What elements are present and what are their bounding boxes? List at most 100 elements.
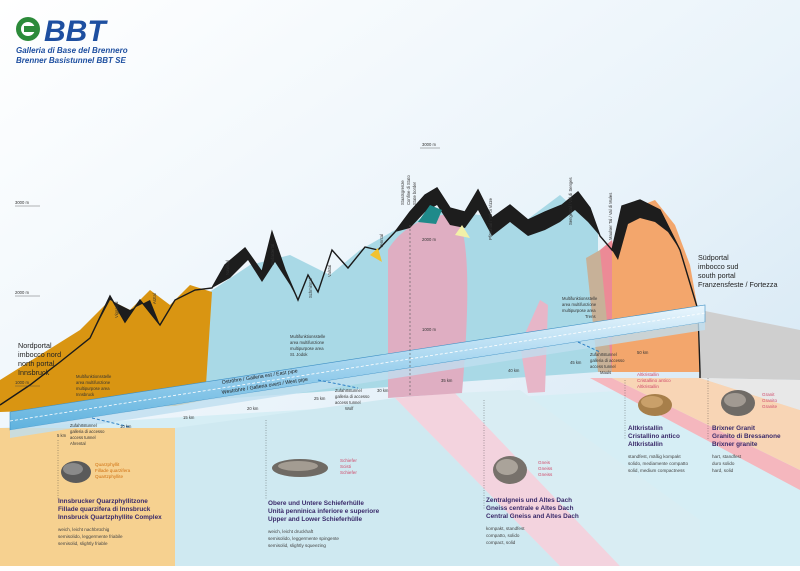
- km-35: 35 km: [441, 378, 453, 383]
- svg-text:area multifunzione: area multifunzione: [290, 340, 325, 345]
- svg-text:Schiefer: Schiefer: [340, 470, 357, 475]
- svg-text:semisolido, leggermente spinge: semisolido, leggermente spingente: [268, 536, 339, 541]
- svg-text:Altkristallin: Altkristallin: [628, 425, 663, 432]
- svg-text:Zufahrtstunnel: Zufahrtstunnel: [590, 352, 617, 357]
- svg-text:galleria di accesso: galleria di accesso: [335, 394, 370, 399]
- svg-text:Innsbruck: Innsbruck: [76, 392, 95, 397]
- svg-text:Altkristallin: Altkristallin: [628, 441, 663, 448]
- svg-text:Upper and Lower Schieferhülle: Upper and Lower Schieferhülle: [268, 516, 363, 523]
- svg-text:kompakt, standfest: kompakt, standfest: [486, 526, 525, 531]
- floor-grey-plane: [700, 310, 800, 380]
- floor-schiefer-2: [455, 390, 700, 566]
- svg-text:Zentralgneis und Altes Dach: Zentralgneis und Altes Dach: [486, 497, 572, 504]
- elevation-3000: 3000 m: [15, 200, 29, 205]
- svg-text:south portal: south portal: [698, 271, 736, 280]
- elevation-1000-b: 1000 m: [422, 327, 436, 332]
- floor-quarzphyllit: [0, 428, 175, 566]
- svg-text:galleria di accesso: galleria di accesso: [590, 358, 625, 363]
- svg-text:Quarzphyllit: Quarzphyllit: [95, 462, 120, 467]
- svg-text:Innsbruck Quartzphyllite Compl: Innsbruck Quartzphyllite Complex: [58, 514, 162, 521]
- svg-text:Ahrental: Ahrental: [70, 441, 86, 446]
- label-venntal: Venntal: [379, 234, 384, 248]
- south-portal-label: Südportal imbocco sud south portal Franz…: [698, 253, 778, 289]
- km-5: 5 km: [57, 433, 67, 438]
- label-staatsgrenze-1: Staatsgrenze: [400, 180, 405, 205]
- km-25: 25 km: [314, 396, 326, 401]
- valley-labels: Viggartal Arztal Navistal Padastertal Sc…: [114, 175, 613, 318]
- svg-text:Zufahrtstunnel: Zufahrtstunnel: [335, 388, 362, 393]
- svg-text:standfest, mäßig kompakt: standfest, mäßig kompakt: [628, 454, 681, 459]
- svg-text:Gneiss: Gneiss: [538, 472, 553, 477]
- svg-text:area multifunzione: area multifunzione: [562, 302, 597, 307]
- svg-text:Wolf: Wolf: [345, 406, 354, 411]
- svg-text:access tunnel: access tunnel: [335, 400, 361, 405]
- svg-text:Schiefer: Schiefer: [340, 458, 357, 463]
- svg-text:solido, mediamente compatto: solido, mediamente compatto: [628, 461, 688, 466]
- label-arztal: Arztal: [152, 293, 157, 304]
- km-45: 45 km: [570, 360, 582, 365]
- svg-text:Cristallino antico: Cristallino antico: [628, 433, 680, 440]
- svg-text:weich, leicht druckhaft: weich, leicht druckhaft: [268, 529, 314, 534]
- access-tunnel-ahrental: [91, 417, 131, 428]
- svg-text:semisolido, leggermente friabi: semisolido, leggermente friabile: [58, 534, 123, 539]
- svg-text:Unità penninica inferiore e su: Unità penninica inferiore e superiore: [268, 508, 380, 515]
- km-10: 10 km: [120, 424, 132, 429]
- callout-mfa-stjodok: Multifunktionsstelle area multifunzione …: [290, 334, 326, 357]
- svg-text:Brixner granite: Brixner granite: [712, 441, 758, 448]
- label-sengestal: Sengestal / Val di Senges: [568, 177, 573, 225]
- svg-text:Nordportal: Nordportal: [18, 341, 52, 350]
- km-20: 20 km: [247, 406, 259, 411]
- logo-brand: BBT: [44, 15, 108, 48]
- elevation-3000-b: 3000 m: [422, 142, 436, 147]
- svg-text:galleria di accesso: galleria di accesso: [70, 429, 105, 434]
- elevation-scale: 1000 m 2000 m 3000 m 3000 m 2000 m 1000 …: [15, 142, 440, 387]
- svg-text:Brixner Granit: Brixner Granit: [712, 425, 756, 432]
- svg-text:Fillade quarzifera di Innsbruc: Fillade quarzifera di Innsbruck: [58, 506, 151, 513]
- svg-text:access tunnel: access tunnel: [70, 435, 96, 440]
- bbt-logo: BBT Galleria di Base del Brennero Brenne…: [16, 15, 128, 65]
- quarzphyllit-zone: [0, 285, 212, 412]
- svg-text:St. Jodok: St. Jodok: [290, 352, 308, 357]
- km-30: 30 km: [377, 388, 389, 393]
- label-pfitschtal: Pfitschtal / Val di Vizze: [488, 197, 493, 240]
- svg-text:Scisti: Scisti: [340, 464, 351, 469]
- svg-text:area multifunzione: area multifunzione: [76, 380, 111, 385]
- svg-text:imbocco nord: imbocco nord: [18, 350, 61, 359]
- floor-schiefer: [175, 398, 560, 566]
- svg-text:Central Gneiss and Altes Dach: Central Gneiss and Altes Dach: [486, 513, 579, 520]
- svg-text:Quartzphyllite: Quartzphyllite: [95, 474, 124, 479]
- label-maulser: Maulser Tal / Val di Mules: [608, 193, 613, 240]
- label-staatsgrenze-3: State border: [412, 181, 417, 205]
- svg-text:Multifunktionsstelle: Multifunktionsstelle: [290, 334, 326, 339]
- svg-text:Multifunktionsstelle: Multifunktionsstelle: [76, 374, 112, 379]
- elevation-2000-b: 2000 m: [422, 237, 436, 242]
- svg-text:multipurpose area: multipurpose area: [290, 346, 324, 351]
- svg-text:Innsbrucker Quarzphyllitzone: Innsbrucker Quarzphyllitzone: [58, 498, 148, 505]
- svg-text:semisolid, slightly friable: semisolid, slightly friable: [58, 541, 108, 546]
- svg-text:Innsbruck: Innsbruck: [18, 368, 50, 377]
- label-viggartal: Viggartal: [114, 301, 119, 318]
- svg-text:Granit: Granit: [762, 392, 775, 397]
- svg-text:Multifunktionsstelle: Multifunktionsstelle: [562, 296, 598, 301]
- callout-mfa-trens: Multifunktionsstelle area multifunzione …: [562, 296, 598, 319]
- svg-text:Fillade quarzifera: Fillade quarzifera: [95, 468, 131, 473]
- svg-text:hard, solid: hard, solid: [712, 468, 734, 473]
- svg-text:Gneis: Gneis: [538, 460, 551, 465]
- svg-text:weich, leicht nachbrüchig: weich, leicht nachbrüchig: [58, 527, 110, 532]
- svg-text:Mauls: Mauls: [600, 370, 611, 375]
- svg-text:Obere und Untere Schieferhülle: Obere und Untere Schieferhülle: [268, 500, 364, 507]
- svg-text:Südportal: Südportal: [698, 253, 729, 262]
- elevation-1000: 1000 m: [15, 380, 29, 385]
- tunnel-pipes: [9, 304, 706, 438]
- callout-mfa-innsbruck: Multifunktionsstelle area multifunzione …: [76, 374, 112, 397]
- legend-pointers: [57, 378, 709, 510]
- callout-access-mauls: Zufahrtstunnel galleria di accesso acces…: [590, 352, 625, 375]
- svg-text:Trens: Trens: [585, 314, 596, 319]
- callout-access-ahrental: Zufahrtstunnel galleria di accesso acces…: [70, 423, 105, 446]
- svg-text:Franzensfeste / Fortezza: Franzensfeste / Fortezza: [698, 280, 778, 289]
- svg-text:access tunnel: access tunnel: [590, 364, 616, 369]
- km-15: 15 km: [183, 415, 195, 420]
- svg-text:Gneiss centrale e Altes Dach: Gneiss centrale e Altes Dach: [486, 505, 574, 512]
